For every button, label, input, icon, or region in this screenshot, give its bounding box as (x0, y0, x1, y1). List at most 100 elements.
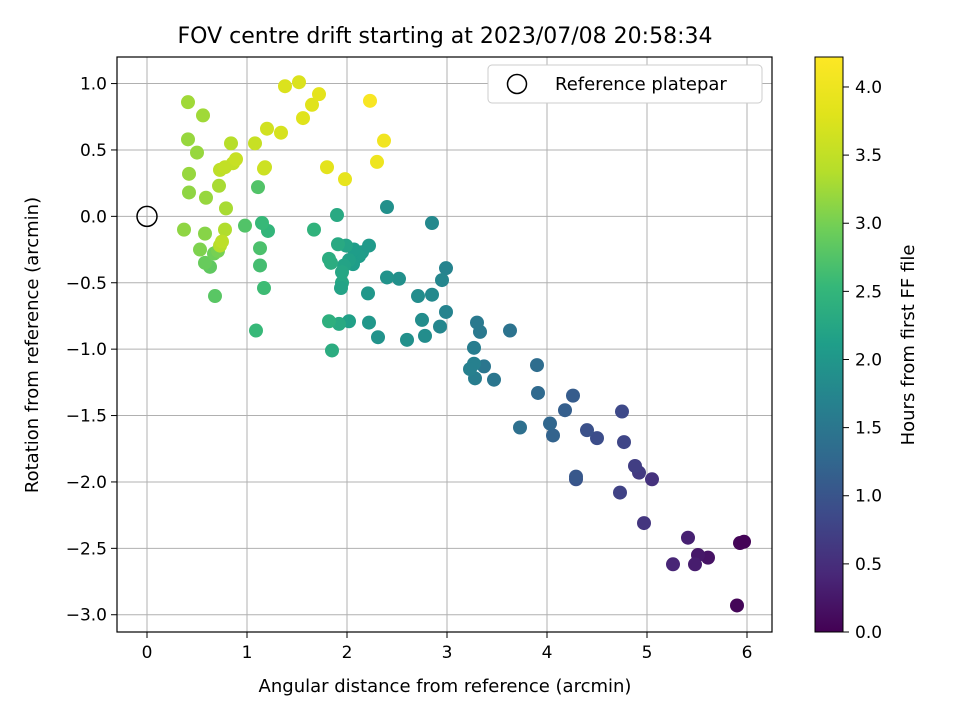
data-point (182, 166, 196, 181)
data-point (307, 222, 321, 237)
colorbar-tick-label: 2.5 (855, 282, 882, 302)
chart-title: FOV centre drift starting at 2023/07/08 … (178, 24, 713, 49)
data-point (199, 190, 213, 205)
data-point (248, 136, 262, 151)
data-point (181, 132, 195, 147)
y-tick-label: −1.0 (66, 340, 107, 360)
data-point (322, 251, 336, 266)
data-point (361, 286, 375, 301)
data-point (229, 152, 243, 167)
data-point (470, 315, 484, 330)
data-point (645, 472, 659, 487)
data-point (590, 431, 604, 446)
data-point (330, 208, 344, 223)
colorbar-gradient (814, 56, 844, 633)
grid (117, 57, 772, 632)
x-tick-label: 3 (442, 643, 453, 663)
data-point (253, 258, 267, 273)
data-point (292, 75, 306, 90)
y-tick-label: −1.5 (66, 407, 107, 427)
colorbar-label: Hours from first FF file (898, 245, 919, 446)
data-point (400, 332, 414, 347)
data-point (215, 234, 229, 249)
data-point (425, 287, 439, 302)
data-point (737, 534, 751, 549)
legend-marker-icon (506, 73, 528, 95)
data-point (278, 79, 292, 94)
data-point (208, 289, 222, 304)
data-point (411, 289, 425, 304)
data-point (274, 125, 288, 140)
data-point (380, 200, 394, 215)
data-point (320, 160, 334, 175)
data-point (530, 358, 544, 373)
colorbar-tick-label: 1.5 (855, 419, 882, 439)
data-point (439, 304, 453, 319)
data-point (543, 416, 557, 431)
data-point (224, 136, 238, 151)
x-tick-label: 2 (342, 643, 353, 663)
data-point (681, 530, 695, 545)
colorbar-tick-label: 2.0 (855, 350, 882, 370)
data-point (305, 97, 319, 112)
reference-point-marker (136, 205, 158, 228)
x-tick-label: 0 (142, 643, 153, 663)
data-point (558, 403, 572, 418)
data-point (255, 215, 269, 230)
plot-frame (116, 56, 773, 633)
colorbar: 0.0 0.5 1.0 1.5 2.0 2.5 3.0 3.5 4.0 Hours from f… (814, 56, 919, 643)
colorbar-ticks: 0.0 0.5 1.0 1.5 2.0 2.5 3.0 3.5 4.0 (843, 78, 882, 643)
data-point (196, 108, 210, 123)
data-point (251, 180, 265, 195)
y-tick-label: 0.0 (80, 207, 107, 227)
data-point (370, 154, 384, 169)
data-point (181, 95, 195, 110)
data-point (546, 428, 560, 443)
data-point (338, 172, 352, 187)
x-axis-label: Angular distance from reference (arcmin) (259, 676, 632, 697)
data-point (487, 372, 501, 387)
data-point (312, 87, 326, 102)
colorbar-tick-label: 1.0 (855, 487, 882, 507)
data-point (238, 218, 252, 233)
data-point (198, 226, 212, 241)
data-point (218, 222, 232, 237)
data-point (613, 485, 627, 500)
legend-label: Reference platepar (555, 74, 727, 95)
x-axis-ticks: 0 1 2 3 4 5 6 (142, 632, 753, 663)
y-tick-label: −3.0 (66, 606, 107, 626)
data-point (182, 185, 196, 200)
data-point (193, 242, 207, 257)
y-tick-label: −2.5 (66, 539, 107, 559)
data-point (325, 343, 339, 358)
colorbar-tick-label: 4.0 (855, 78, 882, 98)
data-point (617, 435, 631, 450)
data-point (258, 160, 272, 175)
data-point (628, 459, 642, 474)
colorbar-tick-label: 3.0 (855, 214, 882, 234)
data-point (249, 323, 263, 338)
data-point (334, 281, 348, 296)
data-point (688, 557, 702, 572)
y-axis-ticks: 1.0 0.5 0.0 −0.5 −1.0 −1.5 −2.0 −2.5 −3.0 (66, 75, 117, 626)
data-point (335, 265, 349, 280)
data-point (439, 261, 453, 276)
data-point (392, 271, 406, 286)
data-point (296, 111, 310, 126)
data-point (253, 241, 267, 256)
data-point (212, 178, 226, 193)
y-tick-label: −2.0 (66, 473, 107, 493)
y-tick-label: −0.5 (66, 274, 107, 294)
data-point (219, 201, 233, 216)
y-tick-label: 0.5 (80, 141, 107, 161)
data-point (380, 270, 394, 285)
data-point (198, 255, 212, 270)
data-point (331, 237, 345, 252)
data-point (580, 423, 594, 438)
data-point (362, 315, 376, 330)
data-point (418, 328, 432, 343)
x-tick-label: 6 (742, 643, 753, 663)
y-tick-label: 1.0 (80, 75, 107, 95)
data-point (177, 222, 191, 237)
